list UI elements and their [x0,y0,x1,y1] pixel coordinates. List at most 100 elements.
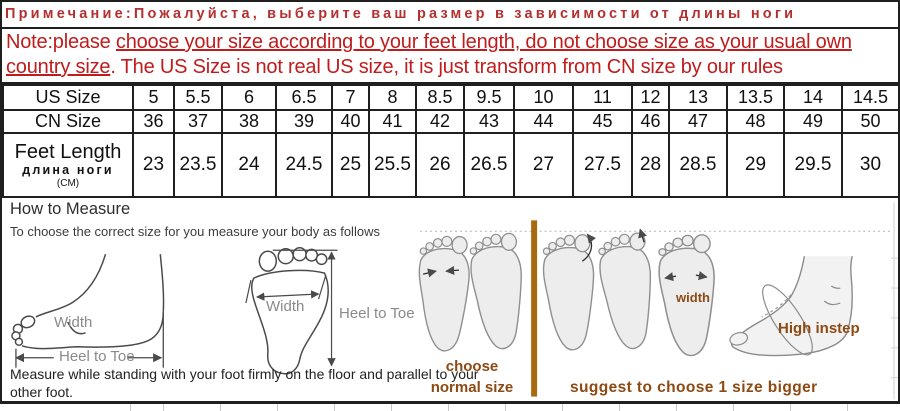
table-grid-line [163,404,164,411]
size-table-row-cn-size: CN Size 36 37 38 39 40 41 42 43 44 45 46 47 48 49 50 [2,109,900,134]
size-cell: 24 [221,132,277,198]
english-note: Note:please choose your size according t… [2,29,898,84]
size-cell: 25 [331,132,370,198]
foot-long-toe [597,231,655,351]
table-grid-line [220,404,221,411]
table-grid-line [505,404,506,411]
size-cell: 28.5 [668,132,728,198]
high-instep-foot-drawing [729,256,853,357]
measure-title: How to Measure [10,200,131,218]
size-cell: 47 [668,109,728,134]
row-label-feet-length: Feet Length длина ноги (CM) [2,132,134,198]
next-table-top-strip [0,404,900,411]
choose-label-line2: normal size [430,379,514,396]
measure-subtitle: To choose the correct size for you measu… [10,224,380,239]
size-table-row-feet-length: Feet Length длина ноги (CM) 23 23.5 24 24.5 25 2… [2,132,900,198]
row-label-line: длина ноги [22,163,114,177]
table-grid-line [847,404,848,411]
size-cell: 25.5 [368,132,417,198]
top-width-label: Width [266,298,305,315]
size-cell: 39 [275,109,333,134]
foot-narrow [414,233,472,353]
size-cell: 29 [726,132,785,198]
russian-notice: Примечание:Пожалуйста, выберите ваш разм… [2,2,898,29]
size-table-body: US Size 5 5.5 6 6.5 7 8 8.5 9.5 10 11 12 13 13.5 14 14.… [2,84,900,198]
table-grid-line [790,404,791,411]
size-cell: 26.5 [463,132,515,198]
size-cell: 13 [668,84,728,111]
note-rest: . The US Size is not real US size, it is… [110,56,783,78]
size-cell: 23 [132,132,175,198]
foot-bunion [542,234,595,351]
row-label-line: CN Size [34,111,101,131]
size-cell: 14 [783,84,843,111]
adjacent-table-edge [891,202,898,400]
size-cell: 6.5 [275,84,333,111]
size-cell: 7 [331,84,370,111]
divider-bar [531,220,538,397]
suggest-size-label: suggest to choose 1 size bigger [570,379,818,396]
size-cell: 37 [173,109,223,134]
size-cell: 49 [783,109,843,134]
size-cell: 13.5 [726,84,785,111]
size-cell: 10 [513,84,574,111]
row-label-us-size: US Size [2,84,134,111]
table-grid-line [448,404,449,411]
size-cell: 14.5 [841,84,900,111]
size-cell: 6 [221,84,277,111]
row-label-line: (CM) [56,178,80,189]
size-cell: 30 [841,132,900,198]
table-grid-line [676,404,677,411]
feet-annotation-arrows [422,228,708,282]
size-cell: 38 [221,109,277,134]
table-grid-line [334,404,335,411]
table-grid-line [391,404,392,411]
size-cell: 50 [841,109,900,134]
size-cell: 42 [415,109,465,134]
side-view-foot-drawing [11,253,165,350]
table-grid-line [277,404,278,411]
size-cell: 5.5 [173,84,223,111]
table-grid-line [562,404,563,411]
choose-label-line1: choose [445,358,499,375]
size-cell: 27 [513,132,574,198]
heel-to-toe-arrow-side [15,311,164,368]
size-table: US Size 5 5.5 6 6.5 7 8 8.5 9.5 10 11 12 13 13.5 14 14.… [2,84,900,198]
note-prefix: Note:please [6,31,116,53]
table-grid-line [733,404,734,411]
standing-note: Measure while standing with your foot fi… [10,366,479,400]
side-heel-toe-label: Heel to Toe [59,348,135,365]
size-cell: 28 [631,132,670,198]
size-cell: 12 [631,84,670,111]
row-label-line: Feet Length [14,141,122,163]
heel-to-toe-arrow-top-view [272,249,338,367]
size-cell: 36 [132,109,175,134]
size-cell: 48 [726,109,785,134]
size-cell: 24.5 [275,132,333,198]
wide-foot-width-label: width [676,290,710,305]
size-cell: 8.5 [415,84,465,111]
foot-normal [468,232,525,351]
how-to-measure-section: How to Measure To choose the correct siz… [2,198,898,401]
size-cell: 23.5 [173,132,223,198]
top-heel-toe-label: Heel to Toe [339,305,415,322]
size-cell: 29.5 [783,132,843,198]
table-grid-line [130,404,131,411]
size-cell: 11 [572,84,633,111]
size-cell: 44 [513,109,574,134]
table-grid-line [619,404,620,411]
size-cell: 9.5 [463,84,515,111]
size-table-row-us-size: US Size 5 5.5 6 6.5 7 8 8.5 9.5 10 11 12 13 13.5 14 14.… [2,84,900,111]
size-cell: 5 [132,84,175,111]
size-cell: 43 [463,109,515,134]
row-label-line: US Size [35,87,101,107]
note-underlined: choose your size according to your feet … [6,31,852,78]
side-width-label: Width [54,314,93,331]
size-cell: 8 [368,84,417,111]
measure-diagrams [11,202,898,400]
size-cell: 46 [631,109,670,134]
size-cell: 26 [415,132,465,198]
high-instep-label: High instep [778,320,860,337]
